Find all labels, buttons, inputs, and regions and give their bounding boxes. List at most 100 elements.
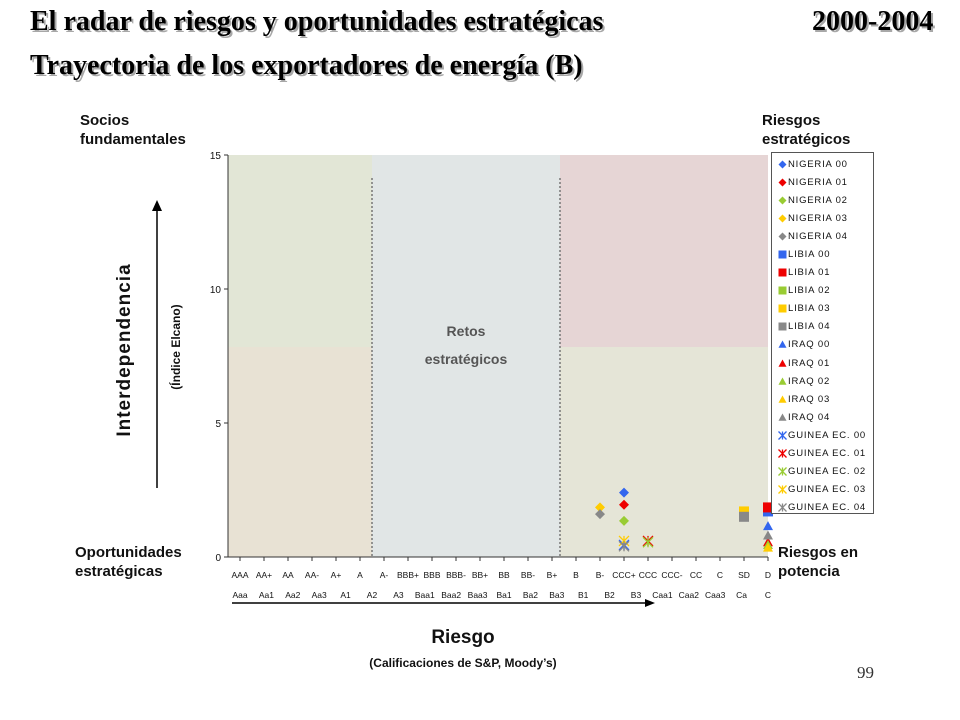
x-tick-label-sp: BB+ — [472, 570, 488, 580]
page-number: 99 — [857, 663, 874, 682]
y-axis-title: Interdependencia — [114, 263, 135, 436]
legend-marker-shape — [778, 413, 787, 421]
x-tick-label-moodys: C — [765, 590, 771, 600]
x-tick-label-moodys: Caa3 — [705, 590, 726, 600]
legend-marker-square-icon — [778, 286, 787, 295]
y-tick-label: 15 — [210, 151, 222, 162]
legend-label: NIGERIA 04 — [788, 230, 848, 242]
legend-label: LIBIA 02 — [788, 285, 831, 297]
legend-label: LIBIA 04 — [788, 321, 831, 333]
x-axis-subtitle: (Calificaciones de S&P, Moody’s) — [369, 656, 556, 670]
slide-period: 2000-2004 — [812, 6, 934, 37]
y-arrow-head — [152, 200, 162, 211]
quadrant-label-top-left: Socios fundamentales — [80, 112, 186, 148]
legend-item: LIBIA 02 — [772, 282, 873, 300]
legend-marker-square-icon — [778, 268, 787, 277]
legend-item: NIGERIA 02 — [772, 191, 873, 209]
x-tick-label-moodys: Caa2 — [679, 590, 700, 600]
x-tick-label-moodys: A1 — [340, 590, 351, 600]
x-tick-label-moodys: Aa3 — [312, 590, 327, 600]
legend-marker-diamond-icon — [778, 178, 787, 187]
legend-marker-triangle-icon — [778, 377, 787, 385]
center-label-line2: estratégicos — [425, 351, 508, 367]
legend-marker-shape — [778, 485, 787, 495]
legend-item: LIBIA 04 — [772, 318, 873, 336]
x-tick-label-sp: BBB+ — [397, 570, 419, 580]
legend-marker-shape — [778, 268, 787, 277]
legend-marker-shape — [778, 214, 787, 223]
quadrant-label-bottom-right: Riesgos en potencia — [778, 544, 859, 580]
x-tick-label-moodys: Aaa — [232, 590, 247, 600]
center-label-line1: Retos — [447, 323, 486, 339]
legend-marker-shape — [778, 377, 787, 385]
legend-label: GUINEA EC. 01 — [788, 448, 866, 460]
legend-marker-shape — [778, 196, 787, 205]
legend-marker-shape — [778, 250, 787, 259]
zone-top-right — [560, 155, 768, 347]
slide-subtitle: Trayectoria de los exportadores de energ… — [30, 50, 583, 81]
slide-title: El radar de riesgos y oportunidades estr… — [30, 6, 604, 37]
legend-item: NIGERIA 01 — [772, 173, 873, 191]
x-tick-label-sp: CC — [690, 570, 702, 580]
x-tick-label-sp: B- — [596, 570, 605, 580]
legend-marker-shape — [778, 304, 787, 313]
legend-item: GUINEA EC. 01 — [772, 445, 873, 463]
x-tick-label-moodys: B3 — [631, 590, 642, 600]
y-tick-label: 10 — [210, 285, 222, 296]
x-tick-label-sp: D — [765, 570, 771, 580]
data-point-nigeria-03 — [595, 502, 605, 513]
legend-label: GUINEA EC. 03 — [788, 484, 866, 496]
quadrant-label-bottom-left: Oportunidades estratégicas — [75, 544, 182, 580]
x-tick-label-sp: A+ — [331, 570, 342, 580]
legend-marker-shape — [778, 449, 787, 459]
x-tick-label-moodys: Caa1 — [652, 590, 673, 600]
legend-marker-square-icon — [778, 322, 787, 331]
legend-item: LIBIA 01 — [772, 264, 873, 282]
x-tick-label-sp: A- — [380, 570, 389, 580]
legend-label: IRAQ 04 — [788, 411, 831, 423]
legend-marker-shape — [778, 322, 787, 331]
data-point-nigeria-04 — [595, 509, 605, 520]
x-tick-label-moodys: Baa1 — [415, 590, 435, 600]
zone-top-left — [228, 155, 372, 347]
legend-marker-shape — [778, 359, 787, 367]
legend-marker-diamond-icon — [778, 196, 787, 205]
legend-marker-shape — [778, 232, 787, 241]
legend-marker-square-icon — [778, 304, 787, 313]
legend-label: NIGERIA 02 — [788, 194, 848, 206]
legend-marker-shape — [778, 467, 787, 477]
x-tick-label-moodys: B2 — [604, 590, 615, 600]
x-tick-label-moodys: B1 — [578, 590, 589, 600]
legend-marker-asterisk-icon — [778, 430, 787, 440]
x-tick-label-sp: AA — [282, 570, 294, 580]
x-tick-label-moodys: A3 — [393, 590, 404, 600]
x-tick-label-sp: BBB — [423, 570, 440, 580]
x-tick-label-sp: AAA — [231, 570, 248, 580]
data-point-guinea-ec-02 — [642, 536, 654, 548]
legend-label: GUINEA EC. 04 — [788, 502, 866, 514]
legend-marker-shape — [778, 286, 787, 295]
legend-item: IRAQ 02 — [772, 372, 873, 390]
data-point-nigeria-00 — [619, 487, 629, 498]
x-axis-title: Riesgo — [431, 627, 494, 648]
legend-item: GUINEA EC. 00 — [772, 426, 873, 444]
legend-item: NIGERIA 03 — [772, 209, 873, 227]
x-tick-label-moodys: Ca — [736, 590, 747, 600]
data-point-guinea-ec-04 — [618, 540, 630, 552]
legend-label: GUINEA EC. 00 — [788, 429, 866, 441]
x-tick-label-sp: CCC — [639, 570, 657, 580]
legend-item: IRAQ 00 — [772, 336, 873, 354]
x-tick-label-sp: AA- — [305, 570, 319, 580]
x-tick-label-sp: BB- — [521, 570, 535, 580]
data-point-iraq-00 — [763, 521, 773, 531]
legend-marker-diamond-icon — [778, 232, 787, 241]
x-tick-label-sp: AA+ — [256, 570, 272, 580]
data-point-iraq-03 — [763, 542, 773, 552]
x-tick-label-moodys: Baa3 — [468, 590, 488, 600]
legend-label: IRAQ 02 — [788, 375, 831, 387]
legend-marker-shape — [778, 340, 787, 349]
x-tick-label-sp: C — [717, 570, 723, 580]
legend-item: GUINEA EC. 04 — [772, 499, 873, 517]
legend-item: GUINEA EC. 03 — [772, 481, 873, 499]
